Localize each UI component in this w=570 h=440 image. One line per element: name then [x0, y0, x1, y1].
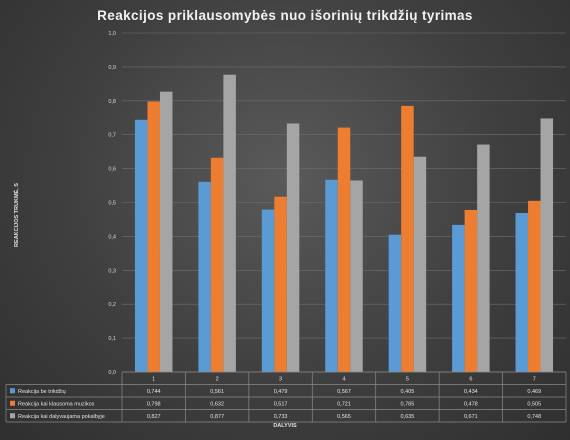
bar [401, 105, 414, 372]
legend-key [10, 413, 15, 419]
bar [147, 101, 160, 372]
data-label: 0,827 [147, 414, 161, 420]
x-axis-label: DALYVIS [273, 423, 297, 429]
data-label: 0,479 [274, 389, 288, 395]
bar [210, 157, 224, 372]
data-label: 0,877 [210, 414, 224, 420]
y-tick-label: 0,9 [108, 65, 116, 71]
bar [464, 209, 478, 372]
y-tick-label: 0,4 [108, 234, 116, 240]
data-label: 0,635 [401, 414, 415, 420]
bar [198, 181, 211, 372]
x-tick-label: 7 [533, 376, 536, 382]
data-label: 0,434 [464, 389, 478, 395]
data-label: 0,721 [337, 401, 351, 407]
x-tick-label: 1 [152, 376, 155, 382]
bar [528, 200, 541, 372]
y-tick-label: 0,8 [108, 99, 116, 105]
data-label: 0,671 [464, 414, 478, 420]
data-label: 0,517 [274, 401, 288, 407]
y-tick-label: 0,0 [108, 370, 116, 376]
data-label: 0,565 [337, 414, 351, 420]
data-label: 0,567 [337, 389, 351, 395]
data-label: 0,505 [527, 401, 541, 407]
data-label: 0,785 [401, 401, 415, 407]
y-tick-label: 0,6 [108, 167, 116, 173]
bar [286, 123, 300, 372]
x-tick-label: 2 [216, 376, 219, 382]
data-label: 0,405 [401, 389, 415, 395]
x-tick-label: 4 [342, 376, 345, 382]
bar [413, 156, 427, 372]
y-tick-label: 0,7 [108, 133, 116, 139]
bar [159, 91, 173, 372]
bar [350, 180, 363, 372]
y-tick-label: 0,5 [108, 201, 116, 207]
data-label: 0,561 [210, 389, 224, 395]
y-tick-label: 1,0 [108, 31, 116, 37]
x-tick-label: 6 [469, 376, 472, 382]
data-label: 0,744 [147, 389, 161, 395]
legend-key [10, 388, 15, 394]
bar [477, 144, 490, 372]
data-label: 0,632 [210, 401, 224, 407]
data-label: 0,469 [527, 389, 541, 395]
x-tick-label: 5 [406, 376, 409, 382]
legend-label: Reakcija kai klausoma muzikos [18, 401, 95, 407]
bar [540, 118, 554, 372]
bar [325, 179, 338, 372]
legend-key [10, 400, 15, 406]
x-tick-label: 3 [279, 376, 282, 382]
legend-label: Reakcija be trikdžių [18, 389, 66, 395]
bar [223, 74, 236, 373]
bar [134, 119, 148, 372]
data-label: 0,733 [274, 414, 288, 420]
y-tick-label: 0,3 [108, 268, 116, 274]
data-label: 0,798 [147, 401, 161, 407]
legend-label: Reakcija kai dalyvaujama pokalbyje [18, 414, 105, 420]
bar [337, 127, 351, 373]
chart-title: Reakcijos priklausomybės nuo išorinių tr… [97, 8, 473, 23]
bar [452, 224, 465, 372]
bar [388, 234, 402, 372]
y-tick-label: 0,2 [108, 302, 116, 308]
bar [261, 209, 275, 372]
data-label: 0,748 [527, 414, 541, 420]
data-label: 0,478 [464, 401, 478, 407]
y-tick-label: 0,1 [108, 336, 116, 342]
bar [515, 213, 529, 372]
bar [274, 196, 287, 372]
